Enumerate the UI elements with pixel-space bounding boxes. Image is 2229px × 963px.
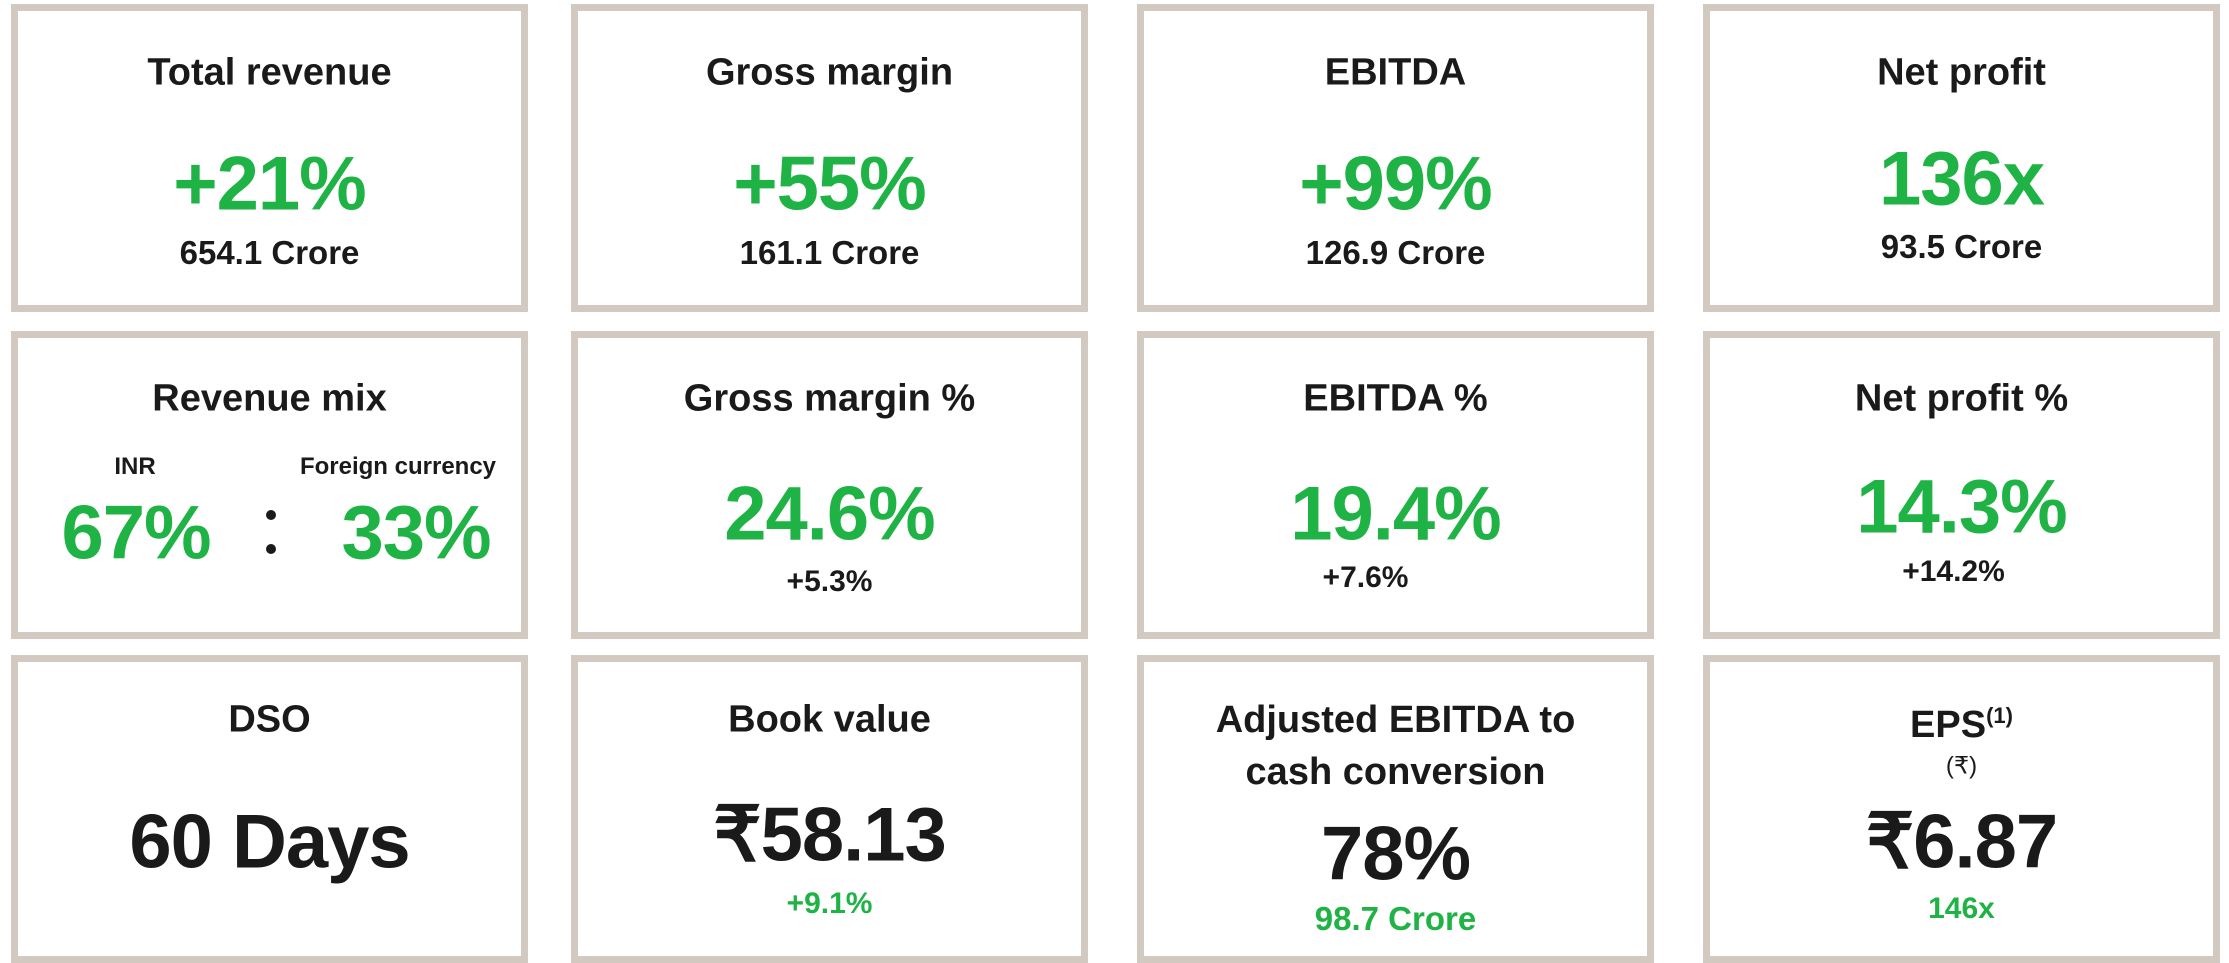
kpi-card: EBITDA +99% 126.9 Crore — [1137, 4, 1654, 312]
kpi-value: 136x — [1878, 136, 2045, 222]
kpi-detail: 126.9 Crore — [1305, 234, 1486, 271]
card-title: EBITDA % — [1303, 377, 1488, 420]
kpi-value: 14.3% — [1856, 464, 2068, 550]
card-title: Net profit — [1877, 51, 2046, 94]
kpi-value: 19.4% — [1290, 471, 1502, 557]
kpi-card: Gross margin % 24.6% +5.3% — [571, 331, 1088, 639]
kpi-card: Adjusted EBITDA to cash conversion 78% 98.… — [1137, 655, 1654, 963]
card-title: EBITDA — [1324, 51, 1467, 94]
kpi-card: Gross margin +55% 161.1 Crore — [571, 4, 1088, 312]
kpi-value: 24.6% — [724, 471, 936, 557]
mix-value: 33% — [341, 490, 491, 576]
kpi-value: +21% — [173, 141, 367, 227]
kpi-card: DSO 60 Days — [11, 655, 528, 963]
kpi-value: +55% — [733, 141, 927, 227]
card-title: Gross margin — [705, 51, 954, 94]
kpi-detail: 161.1 Crore — [739, 234, 920, 271]
card-title: DSO — [228, 698, 311, 741]
card-title: Total revenue — [147, 51, 392, 94]
kpi-value: 78% — [1320, 811, 1471, 897]
card-title: Adjusted EBITDA to cash conversion — [1215, 699, 1576, 793]
kpi-card: EBITDA % 19.4% +7.6% — [1137, 331, 1654, 639]
kpi-card: Net profit 136x 93.5 Crore — [1703, 4, 2220, 312]
kpi-value: ₹58.13 — [713, 792, 947, 878]
mix-label: Foreign currency — [299, 453, 497, 480]
unit-label: (₹) — [1945, 752, 1978, 780]
kpi-value: +99% — [1299, 141, 1493, 227]
kpi-detail: 146x — [1928, 892, 1995, 925]
kpi-value: 60 Days — [129, 799, 410, 885]
kpi-detail: 93.5 Crore — [1880, 228, 2043, 265]
kpi-detail: +14.2% — [1902, 555, 2005, 588]
kpi-card: Book value ₹58.13 +9.1% — [571, 655, 1088, 963]
card-title: Net profit % — [1854, 377, 2069, 420]
kpi-card: EPS(1) (₹) ₹6.87 146x — [1703, 655, 2220, 963]
ratio-separator — [266, 510, 276, 554]
kpi-detail: +7.6% — [1322, 561, 1409, 594]
footnote-marker: (1) — [1986, 703, 2013, 729]
mix-value: 67% — [61, 490, 211, 576]
kpi-value: ₹6.87 — [1865, 799, 2058, 885]
kpi-detail: +5.3% — [786, 565, 873, 598]
card-title: Book value — [728, 698, 931, 741]
kpi-detail: 654.1 Crore — [179, 234, 360, 271]
card-title: Gross margin % — [683, 377, 976, 420]
card-title: Revenue mix — [152, 377, 387, 420]
card-title: EPS(1) — [1910, 703, 2013, 746]
mix-label: INR — [114, 453, 156, 480]
kpi-card: Net profit % 14.3% +14.2% — [1703, 331, 2220, 639]
kpi-card: Total revenue +21% 654.1 Crore — [11, 4, 528, 312]
kpi-detail: +9.1% — [786, 887, 873, 920]
kpi-detail: 98.7 Crore — [1314, 900, 1477, 937]
kpi-card: Revenue mix INR 67% Foreign currency 33% — [11, 331, 528, 639]
